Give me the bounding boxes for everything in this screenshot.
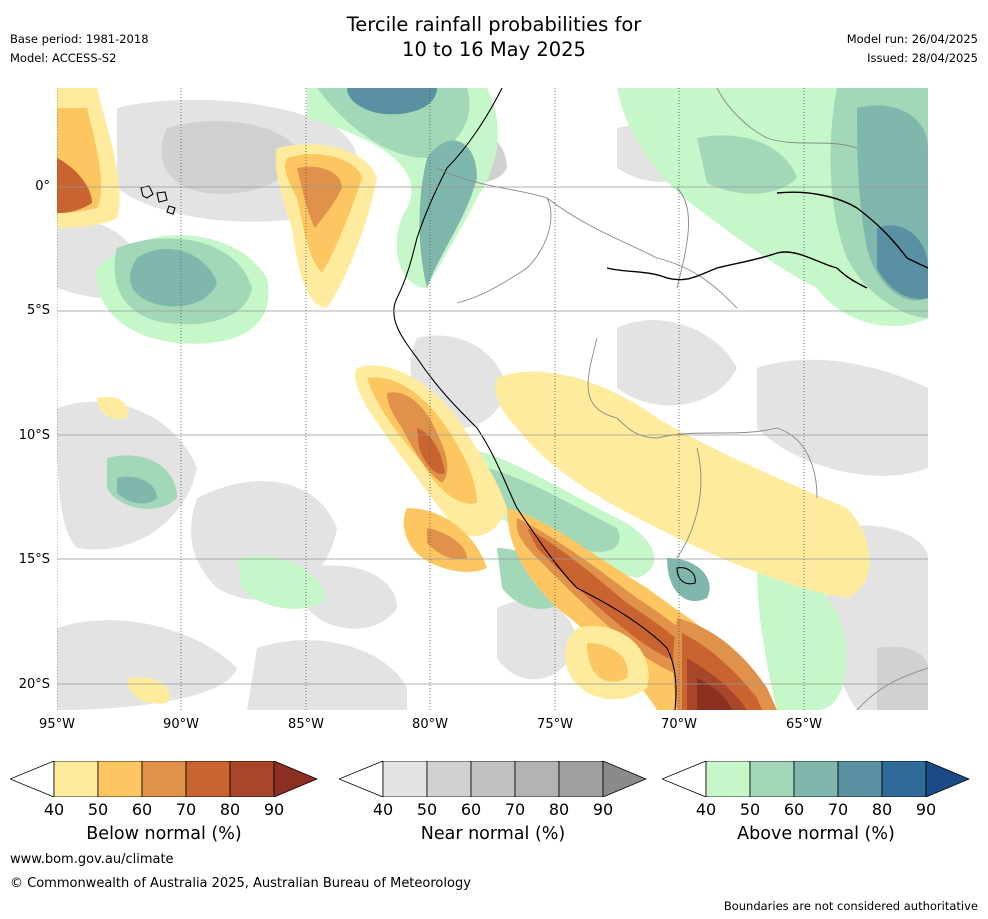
- lat-label-5s: 5°S: [26, 303, 50, 318]
- cb-below-band-60-70: [141, 761, 187, 797]
- cb-above-band-50-60: [749, 761, 795, 797]
- cb-above-tick-90: 90: [915, 800, 937, 819]
- lon-label-90w: 90°W: [163, 717, 199, 732]
- website-link[interactable]: www.bom.gov.au/climate: [10, 852, 174, 867]
- meta-left: Base period: 1981-2018 Model: ACCESS-S2: [10, 30, 149, 68]
- model-run: Model run: 26/04/2025: [846, 32, 978, 46]
- cb-near-band-50-60: [426, 761, 472, 797]
- rainfall-map: [57, 88, 928, 710]
- cb-above-tick-40: 40: [695, 800, 717, 819]
- colorbar-above-normal: [662, 761, 970, 797]
- cb-below-band-70-80: [185, 761, 231, 797]
- cb-near-lower-arrow: [339, 761, 384, 797]
- cb-below-tick-70: 70: [175, 800, 197, 819]
- lon-label-70w: 70°W: [661, 717, 697, 732]
- cb-below-title: Below normal (%): [86, 824, 242, 844]
- cb-above-band-80-90: [881, 761, 927, 797]
- colorbar-below-normal: [10, 761, 318, 797]
- cb-above-band-60-70: [793, 761, 839, 797]
- cb-below-upper-arrow: [273, 761, 318, 797]
- river-lines: [606, 191, 928, 289]
- cb-below-tick-60: 60: [131, 800, 153, 819]
- lon-label-75w: 75°W: [537, 717, 573, 732]
- lat-label-20s: 20°S: [18, 677, 50, 692]
- cb-near-title: Near normal (%): [420, 824, 566, 844]
- cb-near-band-80-90: [558, 761, 604, 797]
- cb-near-tick-50: 50: [416, 800, 438, 819]
- map-title: Tercile rainfall probabilities for 10 to…: [0, 12, 988, 62]
- cb-near-upper-arrow: [602, 761, 647, 797]
- cb-above-tick-50: 50: [739, 800, 761, 819]
- cb-near-tick-80: 80: [548, 800, 570, 819]
- cb-below-band-40-50: [53, 761, 99, 797]
- lon-label-80w: 80°W: [412, 717, 448, 732]
- cb-below-band-80-90: [229, 761, 275, 797]
- graticule: [57, 186, 928, 685]
- title-line-1: Tercile rainfall probabilities for: [346, 13, 642, 36]
- cb-below-tick-40: 40: [43, 800, 65, 819]
- boundaries-disclaimer: Boundaries are not considered authoritat…: [723, 899, 978, 913]
- cb-above-tick-80: 80: [871, 800, 893, 819]
- cb-near-tick-40: 40: [372, 800, 394, 819]
- cb-above-upper-arrow: [925, 761, 970, 797]
- cb-above-tick-70: 70: [827, 800, 849, 819]
- cb-near-tick-90: 90: [592, 800, 614, 819]
- cb-above-title: Above normal (%): [737, 824, 895, 844]
- cb-near-tick-60: 60: [460, 800, 482, 819]
- cb-below-tick-90: 90: [263, 800, 285, 819]
- above-normal-regions: [96, 88, 928, 710]
- lat-label-10s: 10°S: [18, 428, 50, 443]
- base-period: Base period: 1981-2018: [10, 32, 149, 46]
- colorbar-near-normal: [339, 761, 647, 797]
- copyright-text: © Commonwealth of Australia 2025, Austra…: [10, 876, 471, 891]
- cb-above-tick-60: 60: [783, 800, 805, 819]
- cb-near-tick-70: 70: [504, 800, 526, 819]
- model-name: Model: ACCESS-S2: [10, 51, 117, 65]
- cb-above-lower-arrow: [662, 761, 707, 797]
- cb-below-lower-arrow: [10, 761, 55, 797]
- cb-below-tick-80: 80: [219, 800, 241, 819]
- title-line-2: 10 to 16 May 2025: [402, 38, 586, 61]
- lon-label-85w: 85°W: [288, 717, 324, 732]
- cb-above-band-40-50: [705, 761, 751, 797]
- coastline: [140, 88, 696, 710]
- below-normal-regions: [57, 88, 870, 710]
- country-boundaries: [436, 88, 928, 710]
- lon-label-65w: 65°W: [786, 717, 822, 732]
- issued-date: Issued: 28/04/2025: [867, 51, 978, 65]
- cb-near-band-40-50: [382, 761, 428, 797]
- cb-above-band-70-80: [837, 761, 883, 797]
- cb-near-band-60-70: [470, 761, 516, 797]
- cb-below-band-50-60: [97, 761, 143, 797]
- cb-below-tick-50: 50: [87, 800, 109, 819]
- lat-label-0: 0°: [35, 179, 50, 194]
- lon-label-95w: 95°W: [39, 717, 75, 732]
- meta-right: Model run: 26/04/2025 Issued: 28/04/2025: [847, 30, 978, 68]
- lat-label-15s: 15°S: [18, 552, 50, 567]
- cb-near-band-70-80: [514, 761, 560, 797]
